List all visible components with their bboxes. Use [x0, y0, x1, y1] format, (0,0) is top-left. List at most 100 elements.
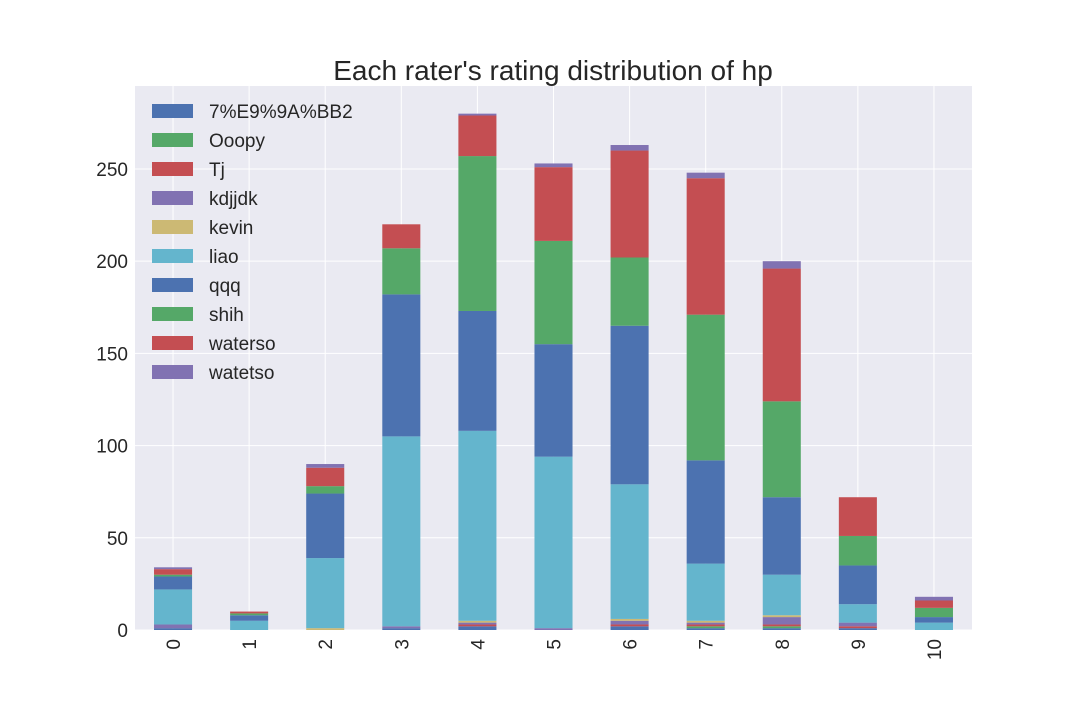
legend-swatch	[152, 133, 193, 147]
bar-segment-3-series-7	[382, 248, 421, 295]
legend-swatch	[152, 249, 193, 263]
x-tick-label: 3	[392, 639, 413, 650]
legend-label: 7%E9%9A%BB2	[209, 102, 353, 123]
bar-segment-7-series-6	[686, 460, 725, 564]
x-axis-ticks: 0 1 2 3 4 5 6 7 8 9 10	[164, 639, 946, 661]
bar-segment-4-series-5	[458, 430, 497, 621]
bar-segment-2-series-6	[306, 493, 345, 559]
bar-segment-8-series-0	[762, 628, 801, 630]
bar-segment-5-series-6	[534, 344, 573, 457]
bar-segment-10-series-8	[914, 600, 953, 608]
bar-segment-8-series-5	[762, 574, 801, 616]
bar-segment-2-series-7	[306, 486, 345, 494]
bar-segment-5-series-3	[534, 628, 573, 630]
bar-segment-9-series-7	[838, 535, 877, 566]
legend-swatch	[152, 307, 193, 321]
bar-segment-7-series-1	[686, 626, 725, 629]
x-tick-label: 0	[164, 639, 185, 650]
x-tick-label: 1	[240, 639, 261, 650]
legend-label: liao	[209, 247, 239, 268]
bar-segment-6-series-9	[610, 145, 649, 151]
bar-segment-7-series-5	[686, 563, 725, 621]
bar-segment-8-series-9	[762, 261, 801, 269]
x-tick-label: 7	[697, 639, 718, 650]
bar-segment-2-series-4	[306, 628, 345, 630]
bar-segment-8-series-2	[762, 624, 801, 627]
y-tick-label: 0	[117, 621, 128, 642]
bar-segment-3-series-8	[382, 224, 421, 249]
legend-label: waterso	[208, 334, 276, 355]
bar-segment-5-series-9	[534, 163, 573, 168]
chart-title: Each rater's rating distribution of hp	[333, 55, 773, 86]
legend-label: kevin	[209, 218, 253, 239]
bar-segment-7-series-7	[686, 314, 725, 461]
bar-segment-8-series-1	[762, 626, 801, 629]
bar-segment-9-series-5	[838, 604, 877, 623]
legend-swatch	[152, 104, 193, 118]
bar-segment-4-series-2	[458, 624, 497, 627]
bar-segment-9-series-8	[838, 497, 877, 536]
bar-segment-9-series-6	[838, 565, 877, 605]
x-tick-label: 9	[849, 639, 870, 650]
x-tick-label: 8	[773, 639, 794, 650]
bar-segment-0-series-6	[154, 576, 193, 590]
legend-swatch	[152, 278, 193, 292]
bar-segment-0-series-7	[154, 574, 193, 577]
x-tick-label: 6	[621, 639, 642, 650]
bar-segment-6-series-3	[610, 620, 649, 625]
bar-segment-4-series-0	[458, 626, 497, 630]
legend-swatch	[152, 162, 193, 176]
x-tick-label: 5	[545, 639, 566, 650]
bar-segment-0-series-0	[154, 628, 193, 630]
bar-segment-3-series-6	[382, 294, 421, 437]
bar-segment-6-series-8	[610, 150, 649, 258]
bar-segment-5-series-8	[534, 167, 573, 241]
legend-swatch	[152, 220, 193, 234]
bar-segment-7-series-9	[686, 172, 725, 179]
bar-segment-1-series-6	[230, 615, 269, 621]
bar-segment-10-series-7	[914, 607, 953, 618]
y-tick-label: 100	[96, 437, 128, 458]
bar-segment-7-series-4	[686, 620, 725, 623]
bar-segment-6-series-4	[610, 618, 649, 621]
bar-segment-6-series-6	[610, 325, 649, 485]
bar-segment-5-series-7	[534, 240, 573, 345]
x-tick-label: 4	[468, 639, 489, 650]
bar-segment-6-series-2	[610, 624, 649, 627]
bar-segment-0-series-9	[154, 567, 193, 570]
legend-label: watetso	[208, 363, 274, 384]
legend-swatch	[152, 336, 193, 350]
bar-segment-6-series-5	[610, 484, 649, 619]
bar-segment-0-series-5	[154, 589, 193, 625]
bar-segment-9-series-0	[838, 628, 877, 630]
legend-swatch	[152, 191, 193, 205]
bar-segment-4-series-4	[458, 620, 497, 623]
bars	[154, 113, 953, 630]
bar-segment-3-series-0	[382, 628, 421, 630]
bar-segment-5-series-5	[534, 456, 573, 629]
bar-segment-8-series-8	[762, 268, 801, 402]
legend-label: kdjjdk	[209, 189, 258, 210]
y-tick-label: 150	[96, 344, 128, 365]
legend-label: Tj	[209, 160, 225, 181]
bar-segment-0-series-3	[154, 624, 193, 629]
bar-segment-6-series-7	[610, 257, 649, 326]
bar-segment-9-series-3	[838, 622, 877, 627]
bar-segment-4-series-9	[458, 113, 497, 116]
bar-segment-2-series-8	[306, 467, 345, 487]
bar-segment-10-series-9	[914, 596, 953, 601]
bar-segment-1-series-5	[230, 620, 269, 630]
bar-segment-2-series-9	[306, 464, 345, 468]
bar-segment-0-series-8	[154, 569, 193, 575]
bar-segment-8-series-6	[762, 497, 801, 575]
bar-segment-10-series-5	[914, 622, 953, 630]
bar-segment-4-series-7	[458, 156, 497, 311]
legend: 7%E9%9A%BB2 Ooopy Tj kdjjdk kevin liao qqq shih…	[152, 102, 353, 384]
legend-swatch	[152, 365, 193, 379]
bar-segment-7-series-0	[686, 628, 725, 630]
bar-segment-3-series-3	[382, 626, 421, 629]
bar-segment-2-series-5	[306, 558, 345, 629]
bar-segment-1-series-8	[230, 611, 269, 614]
